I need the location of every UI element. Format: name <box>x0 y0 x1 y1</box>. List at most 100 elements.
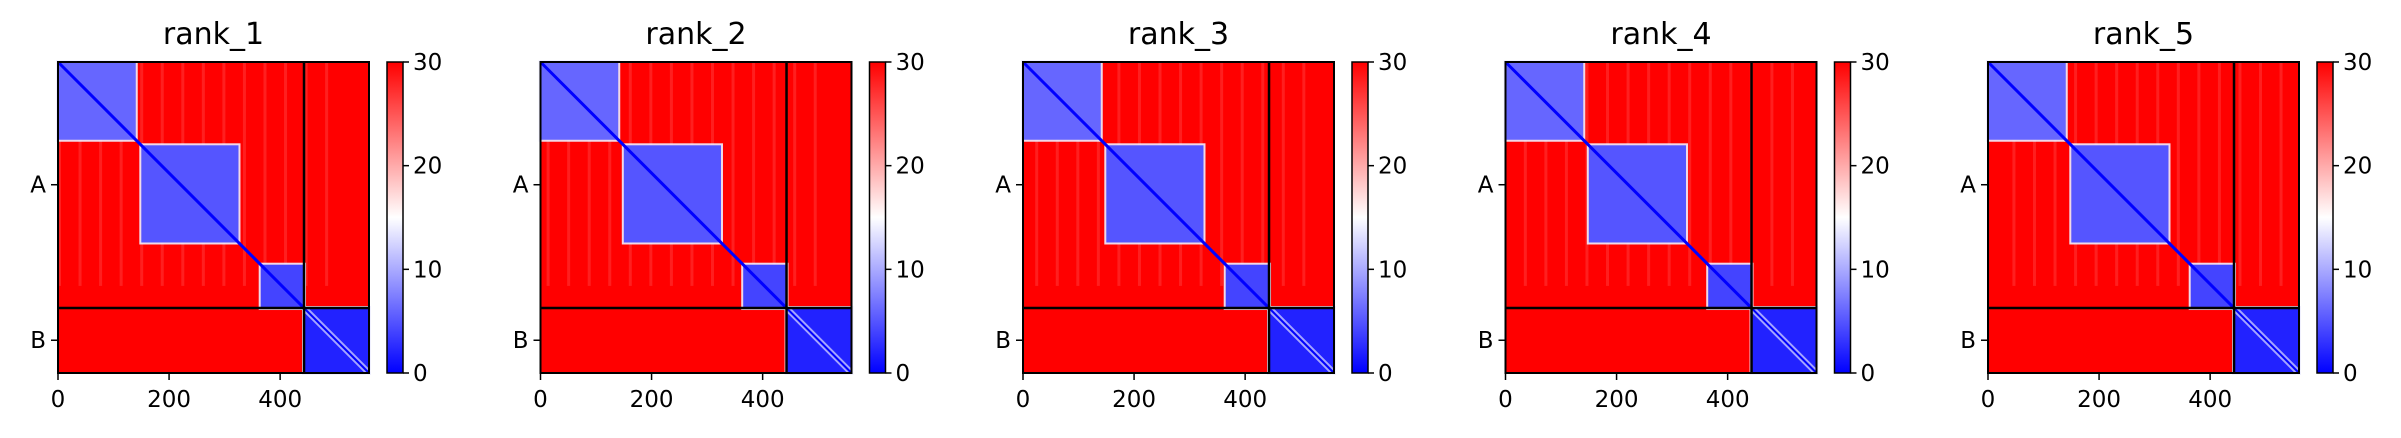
heatmap-frame <box>57 61 370 374</box>
colorbar-tick-label: 20 <box>896 154 925 180</box>
x-tick-label: 0 <box>1498 387 1513 413</box>
heatmap-texture <box>793 62 797 286</box>
heatmap-texture <box>1261 62 1265 286</box>
x-tick-label: 0 <box>1016 387 1031 413</box>
heatmap-texture <box>1076 62 1080 286</box>
colorbar <box>386 61 404 374</box>
heatmap-texture <box>1240 62 1244 286</box>
colorbar-tick-label: 20 <box>1378 154 1407 180</box>
panel-title: rank_3 <box>1128 17 1229 52</box>
colorbar-tick-label: 10 <box>896 257 925 283</box>
y-tick-label: A <box>1478 173 1494 199</box>
panel-title: rank_5 <box>2093 17 2194 52</box>
heatmap-texture <box>587 62 591 286</box>
x-tick-label: 200 <box>1112 387 1156 413</box>
panel-3: rank_3 0 200 400 A B 0 10 20 30 <box>995 17 1407 413</box>
heatmap-texture <box>1055 62 1059 286</box>
y-tick-label: A <box>995 173 1011 199</box>
heatmap-texture <box>731 62 735 286</box>
heatmap-diagonal-core <box>785 307 853 374</box>
heatmap-texture <box>2032 62 2036 286</box>
colorbar <box>1833 61 1852 374</box>
colorbar-tick-label: 30 <box>2343 50 2372 76</box>
heatmap-diagonal-core <box>1268 307 1335 374</box>
heatmap-texture <box>58 62 61 286</box>
heatmap-texture <box>1688 62 1692 286</box>
y-tick-label: A <box>513 173 529 199</box>
x-tick-label: 400 <box>1706 387 1750 413</box>
colorbar-tick-label: 20 <box>2343 154 2372 180</box>
heatmap-texture <box>2053 62 2057 286</box>
colorbar-tick-label: 0 <box>413 361 428 387</box>
colorbar-tick-label: 30 <box>413 50 442 76</box>
colorbar-tick-label: 10 <box>1378 257 1407 283</box>
x-tick-label: 0 <box>1981 387 1996 413</box>
colorbar-tick-label: 30 <box>896 50 925 76</box>
heatmap-texture <box>608 62 612 286</box>
heatmap-texture <box>1708 62 1712 286</box>
heatmap-texture <box>304 62 308 286</box>
heatmap-texture <box>1770 62 1774 286</box>
heatmap-texture <box>1220 62 1224 286</box>
heatmap-texture <box>263 62 267 286</box>
heatmap-texture <box>325 62 329 286</box>
heatmap-texture <box>1035 62 1039 286</box>
heatmap-texture <box>772 62 776 286</box>
panel-title: rank_2 <box>645 17 746 52</box>
panel-5: rank_5 0 200 400 A B 0 10 20 30 <box>1960 17 2372 413</box>
panel-1: rank_1 0 200 400 A B 0 10 20 30 <box>30 17 442 413</box>
y-tick-label: A <box>30 173 46 199</box>
heatmap-frame <box>539 61 853 374</box>
colorbar-tick-label: 0 <box>2343 361 2358 387</box>
colorbar-tick-label: 20 <box>1861 154 1890 180</box>
colorbar-tick-label: 10 <box>413 257 442 283</box>
heatmap-frame <box>1987 61 2300 374</box>
heatmap-texture <box>284 62 288 286</box>
heatmap-texture <box>2217 62 2221 286</box>
x-tick-label: 200 <box>1595 387 1639 413</box>
x-tick-label: 200 <box>2077 387 2121 413</box>
heatmap-texture <box>2197 62 2201 286</box>
heatmap-texture <box>2279 62 2283 286</box>
x-tick-label: 200 <box>630 387 674 413</box>
heatmap-texture <box>2012 62 2016 286</box>
x-tick-label: 200 <box>147 387 191 413</box>
colorbar-tick-label: 20 <box>413 154 442 180</box>
colorbar-tick-label: 10 <box>2343 257 2372 283</box>
heatmap-texture <box>1096 62 1100 286</box>
y-tick-label: B <box>513 328 529 354</box>
colorbar-tick-label: 0 <box>1861 361 1876 387</box>
panel-4: rank_4 0 200 400 A B 0 10 20 30 <box>1478 17 1890 413</box>
heatmap-frame <box>1022 61 1335 374</box>
heatmap-texture <box>1544 62 1548 286</box>
heatmap-texture <box>2259 62 2263 286</box>
colorbar-tick-label: 0 <box>1378 361 1393 387</box>
heatmap-diagonal-core <box>1750 307 1818 374</box>
y-tick-label: B <box>30 328 46 354</box>
x-tick-label: 0 <box>533 387 548 413</box>
heatmap-texture <box>2176 62 2180 286</box>
heatmap-texture <box>546 62 550 286</box>
x-tick-label: 400 <box>2188 387 2232 413</box>
heatmap-texture <box>1729 62 1733 286</box>
heatmap-texture <box>1281 62 1285 286</box>
heatmap-texture <box>119 62 123 286</box>
heatmap-diagonal-core <box>303 307 370 374</box>
x-tick-label: 0 <box>51 387 66 413</box>
panel-title: rank_4 <box>1610 17 1711 52</box>
heatmap-texture <box>1523 62 1527 286</box>
y-tick-label: A <box>1960 173 1976 199</box>
heatmap-frame <box>1504 61 1818 374</box>
x-tick-label: 400 <box>258 387 302 413</box>
heatmap-texture <box>752 62 756 286</box>
y-tick-label: B <box>1478 328 1494 354</box>
colorbar <box>2316 61 2334 374</box>
heatmap-texture <box>2238 62 2242 286</box>
panel-2: rank_2 0 200 400 A B 0 10 20 30 <box>513 17 925 413</box>
colorbar-tick-label: 0 <box>896 361 911 387</box>
colorbar-tick-label: 10 <box>1861 257 1890 283</box>
panel-title: rank_1 <box>163 17 264 52</box>
colorbar <box>1351 61 1369 374</box>
colorbar-tick-label: 30 <box>1861 50 1890 76</box>
